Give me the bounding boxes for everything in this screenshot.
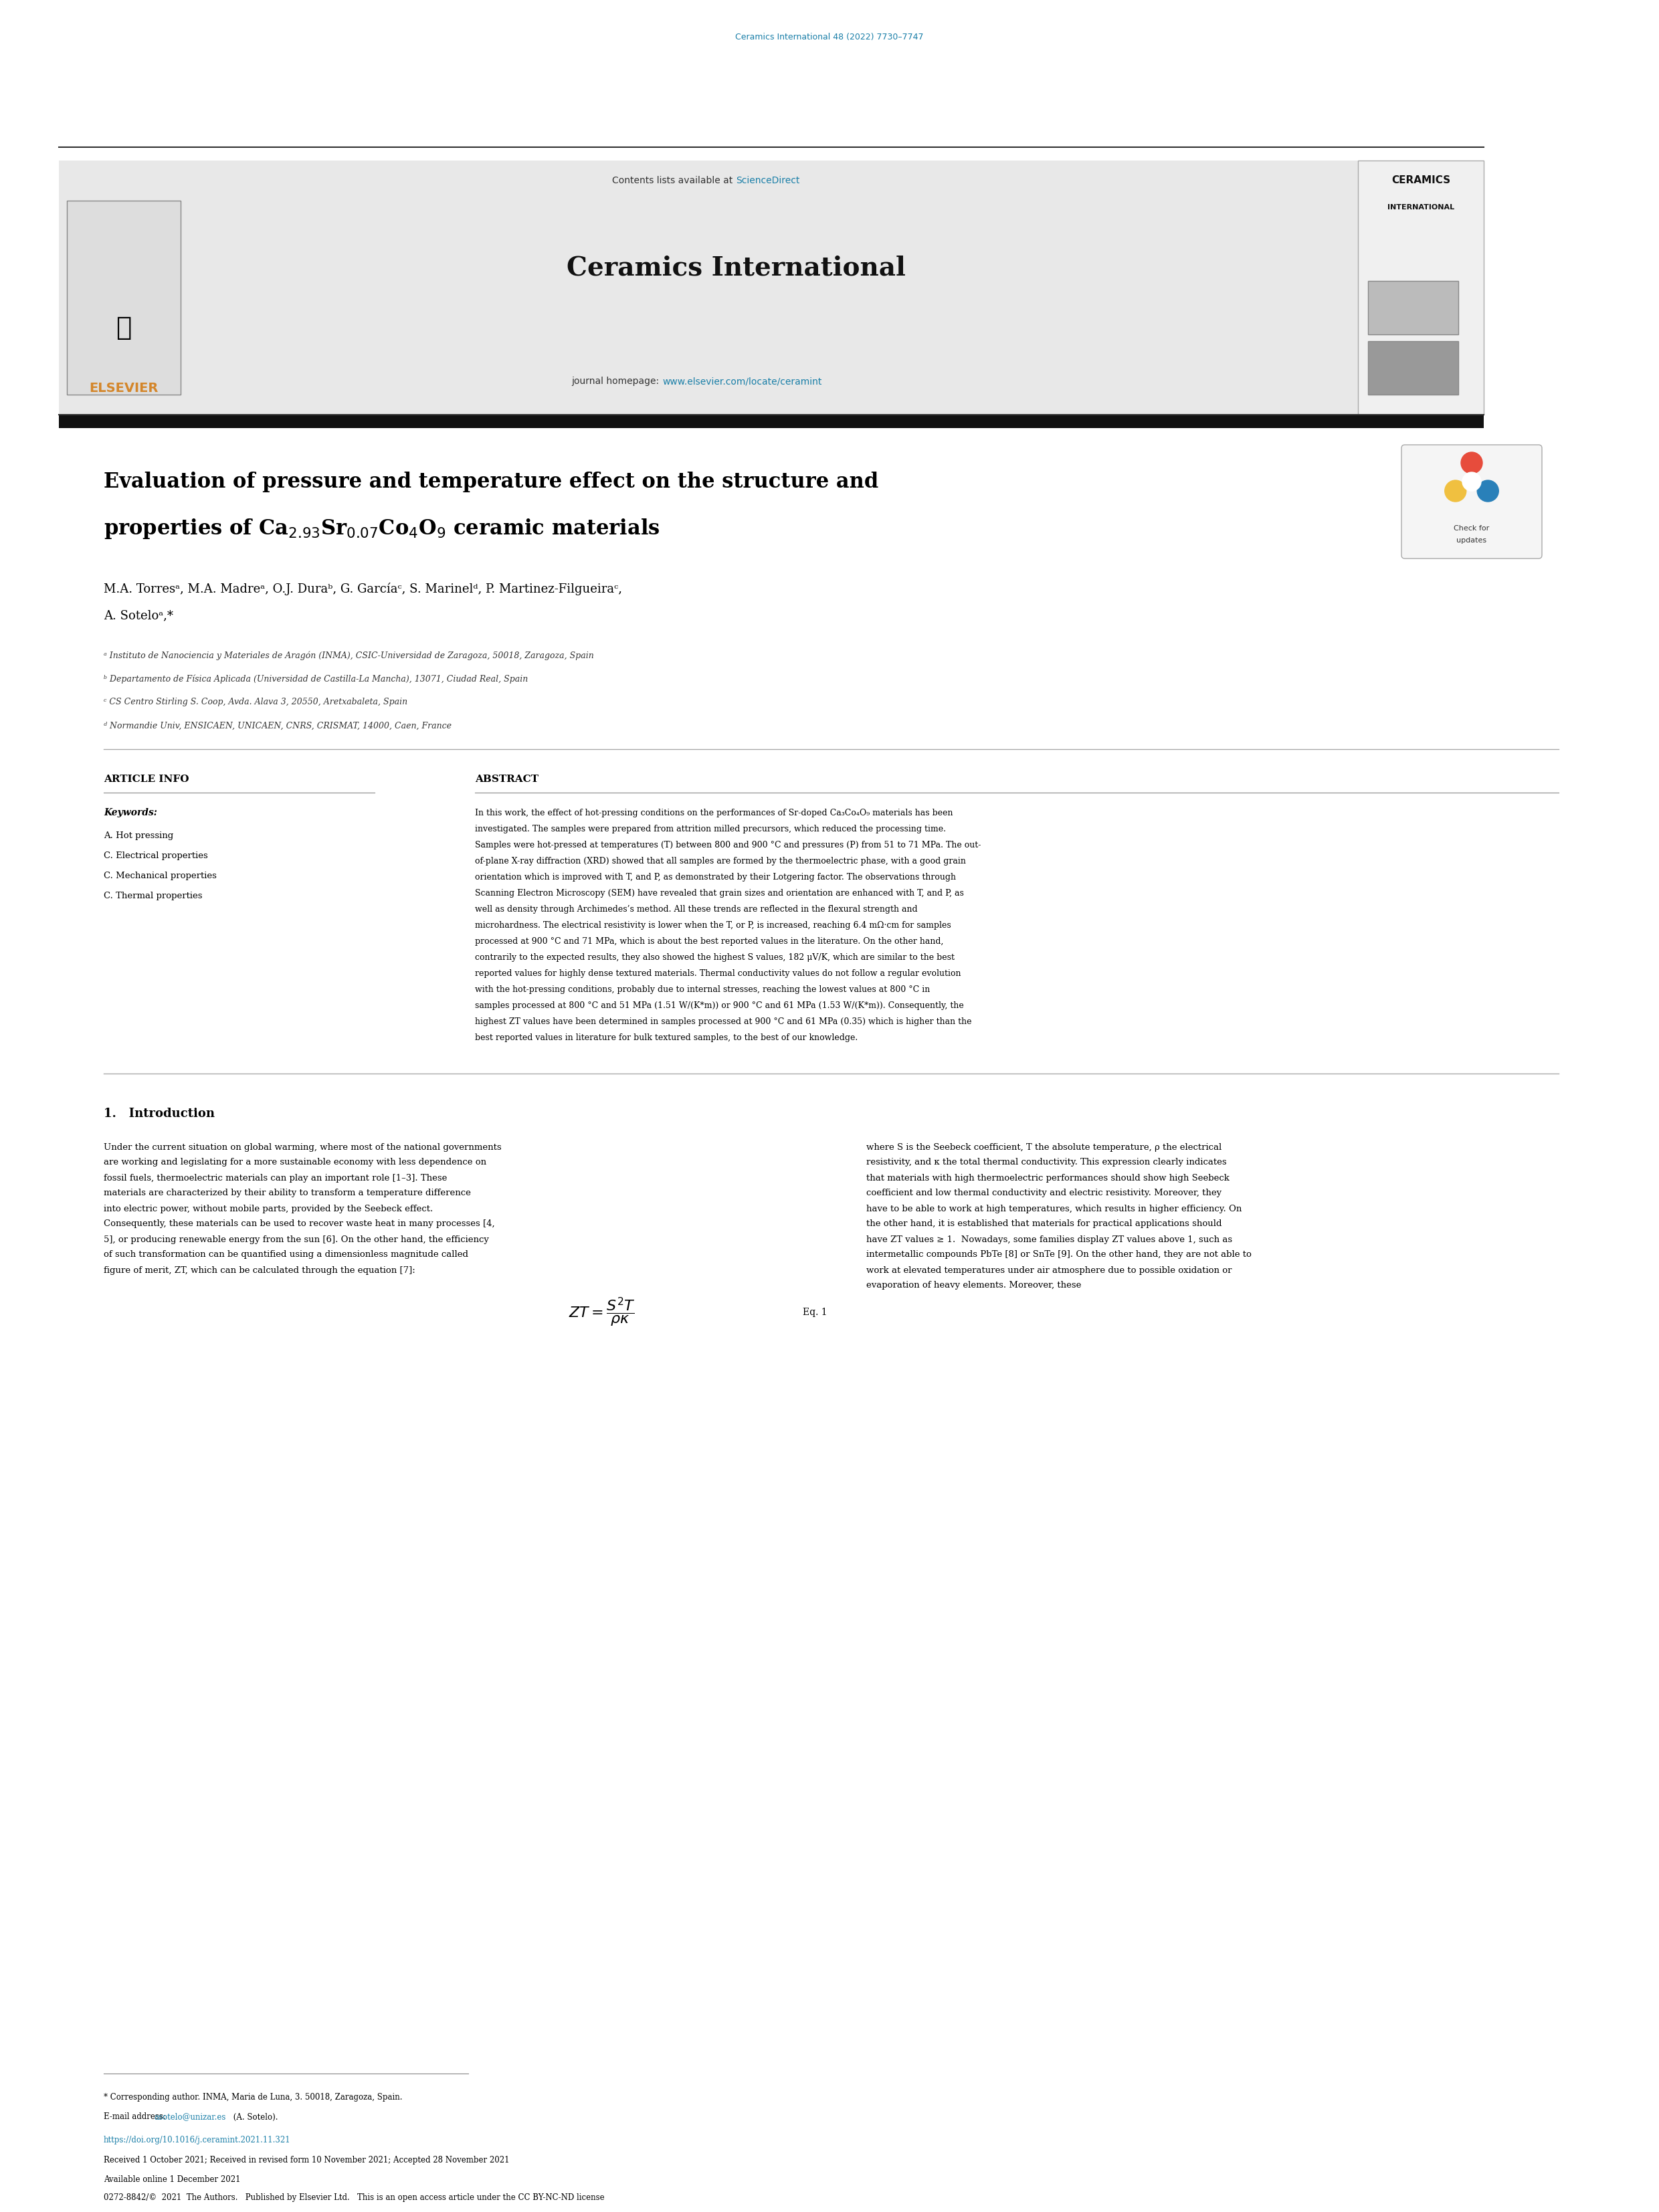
- Text: ᵈ Normandie Univ, ENSICAEN, UNICAEN, CNRS, CRISMAT, 14000, Caen, France: ᵈ Normandie Univ, ENSICAEN, UNICAEN, CNR…: [103, 721, 451, 730]
- Text: of-plane X-ray diffraction (XRD) showed that all samples are formed by the therm: of-plane X-ray diffraction (XRD) showed …: [474, 856, 966, 865]
- Text: samples processed at 800 °C and 51 MPa (1.51 W/(K*m)) or 900 °C and 61 MPa (1.53: samples processed at 800 °C and 51 MPa (…: [474, 1002, 964, 1009]
- Text: Eq. 1: Eq. 1: [803, 1307, 828, 1316]
- Text: fossil fuels, thermoelectric materials can play an important role [1–3]. These: fossil fuels, thermoelectric materials c…: [103, 1175, 448, 1181]
- Text: resistivity, and κ the total thermal conductivity. This expression clearly indic: resistivity, and κ the total thermal con…: [866, 1159, 1226, 1168]
- Text: where S is the Seebeck coefficient, T the absolute temperature, ρ the electrical: where S is the Seebeck coefficient, T th…: [866, 1144, 1221, 1152]
- Text: Received 1 October 2021; Received in revised form 10 November 2021; Accepted 28 : Received 1 October 2021; Received in rev…: [103, 2157, 509, 2166]
- Text: * Corresponding author. INMA, Maria de Luna, 3. 50018, Zaragoza, Spain.: * Corresponding author. INMA, Maria de L…: [103, 2093, 403, 2101]
- Circle shape: [1462, 451, 1483, 473]
- Circle shape: [1462, 471, 1481, 491]
- Text: intermetallic compounds PbTe [8] or SnTe [9]. On the other hand, they are not ab: intermetallic compounds PbTe [8] or SnTe…: [866, 1250, 1251, 1259]
- Bar: [1369, 341, 1458, 394]
- Text: of such transformation can be quantified using a dimensionless magnitude called: of such transformation can be quantified…: [103, 1250, 468, 1259]
- Text: In this work, the effect of hot-pressing conditions on the performances of Sr-do: In this work, the effect of hot-pressing…: [474, 807, 952, 816]
- Text: 0272-8842/©  2021  The Authors.   Published by Elsevier Ltd.   This is an open a: 0272-8842/© 2021 The Authors. Published …: [103, 2194, 604, 2203]
- Text: microhardness. The electrical resistivity is lower when the T, or P, is increase: microhardness. The electrical resistivit…: [474, 920, 951, 929]
- Text: into electric power, without mobile parts, provided by the Seebeck effect.: into electric power, without mobile part…: [103, 1203, 433, 1212]
- Text: well as density through Archimedes’s method. All these trends are reflected in t: well as density through Archimedes’s met…: [474, 905, 917, 914]
- Text: M.A. Torresᵃ, M.A. Madreᵃ, O.J. Duraᵇ, G. Garcíaᶜ, S. Marinelᵈ, P. Martinez-Filg: M.A. Torresᵃ, M.A. Madreᵃ, O.J. Duraᵇ, G…: [103, 582, 622, 595]
- Text: ABSTRACT: ABSTRACT: [474, 774, 539, 783]
- Text: 🌳: 🌳: [116, 314, 131, 341]
- Text: Keywords:: Keywords:: [103, 807, 158, 818]
- Text: Contents lists available at: Contents lists available at: [612, 177, 737, 186]
- Text: investigated. The samples were prepared from attrition milled precursors, which : investigated. The samples were prepared …: [474, 825, 946, 834]
- Text: Scanning Electron Microscopy (SEM) have revealed that grain sizes and orientatio: Scanning Electron Microscopy (SEM) have …: [474, 889, 964, 898]
- Text: Available online 1 December 2021: Available online 1 December 2021: [103, 2174, 241, 2183]
- Text: ARTICLE INFO: ARTICLE INFO: [103, 774, 189, 783]
- Bar: [58, 161, 1483, 414]
- Bar: [66, 201, 181, 394]
- Text: materials are characterized by their ability to transform a temperature differen: materials are characterized by their abi…: [103, 1188, 471, 1197]
- Text: INTERNATIONAL: INTERNATIONAL: [1387, 204, 1455, 210]
- Text: contrarily to the expected results, they also showed the highest S values, 182 μ: contrarily to the expected results, they…: [474, 953, 954, 962]
- Text: updates: updates: [1457, 538, 1486, 544]
- Text: E-mail address:: E-mail address:: [103, 2112, 168, 2121]
- Bar: [58, 414, 1483, 429]
- Text: processed at 900 °C and 71 MPa, which is about the best reported values in the l: processed at 900 °C and 71 MPa, which is…: [474, 936, 944, 945]
- Text: best reported values in literature for bulk textured samples, to the best of our: best reported values in literature for b…: [474, 1033, 858, 1042]
- Text: CERAMICS: CERAMICS: [1392, 175, 1450, 186]
- Text: the other hand, it is established that materials for practical applications shou: the other hand, it is established that m…: [866, 1219, 1221, 1228]
- Text: coefficient and low thermal conductivity and electric resistivity. Moreover, the: coefficient and low thermal conductivity…: [866, 1188, 1221, 1197]
- Text: are working and legislating for a more sustainable economy with less dependence : are working and legislating for a more s…: [103, 1159, 486, 1168]
- Text: A. Soteloᵃ,*: A. Soteloᵃ,*: [103, 608, 173, 622]
- Text: Consequently, these materials can be used to recover waste heat in many processe: Consequently, these materials can be use…: [103, 1219, 494, 1228]
- Text: evaporation of heavy elements. Moreover, these: evaporation of heavy elements. Moreover,…: [866, 1281, 1082, 1290]
- Text: www.elsevier.com/locate/ceramint: www.elsevier.com/locate/ceramint: [662, 376, 821, 385]
- Text: Ceramics International: Ceramics International: [566, 254, 906, 281]
- Text: asotelo@unizar.es: asotelo@unizar.es: [154, 2112, 226, 2121]
- Text: ᵇ Departamento de Física Aplicada (Universidad de Castilla-La Mancha), 13071, Ci: ᵇ Departamento de Física Aplicada (Unive…: [103, 675, 528, 684]
- Text: C. Thermal properties: C. Thermal properties: [103, 891, 202, 900]
- Text: highest ZT values have been determined in samples processed at 900 °C and 61 MPa: highest ZT values have been determined i…: [474, 1018, 972, 1026]
- Text: Under the current situation on global warming, where most of the national govern: Under the current situation on global wa…: [103, 1144, 501, 1152]
- Text: A. Hot pressing: A. Hot pressing: [103, 832, 174, 841]
- Text: reported values for highly dense textured materials. Thermal conductivity values: reported values for highly dense texture…: [474, 969, 961, 978]
- Text: 5], or producing renewable energy from the sun [6]. On the other hand, the effic: 5], or producing renewable energy from t…: [103, 1234, 489, 1243]
- Text: Evaluation of pressure and temperature effect on the structure and: Evaluation of pressure and temperature e…: [103, 471, 879, 491]
- Text: https://doi.org/10.1016/j.ceramint.2021.11.321: https://doi.org/10.1016/j.ceramint.2021.…: [103, 2137, 290, 2146]
- Text: ScienceDirect: ScienceDirect: [737, 177, 800, 186]
- Text: work at elevated temperatures under air atmosphere due to possible oxidation or: work at elevated temperatures under air …: [866, 1265, 1233, 1274]
- Text: ᶜ CS Centro Stirling S. Coop, Avda. Alava 3, 20550, Aretxabaleta, Spain: ᶜ CS Centro Stirling S. Coop, Avda. Alav…: [103, 699, 408, 706]
- Bar: [1359, 161, 1483, 414]
- Circle shape: [1477, 480, 1498, 502]
- Text: journal homepage:: journal homepage:: [572, 376, 662, 385]
- Text: properties of Ca$_{2.93}$Sr$_{0.07}$Co$_{4}$O$_{9}$ ceramic materials: properties of Ca$_{2.93}$Sr$_{0.07}$Co$_…: [103, 518, 660, 540]
- Text: that materials with high thermoelectric performances should show high Seebeck: that materials with high thermoelectric …: [866, 1175, 1229, 1181]
- Text: have to be able to work at high temperatures, which results in higher efficiency: have to be able to work at high temperat…: [866, 1203, 1243, 1212]
- Text: Samples were hot-pressed at temperatures (T) between 800 and 900 °C and pressure: Samples were hot-pressed at temperatures…: [474, 841, 980, 849]
- Text: ᵃ Instituto de Nanociencia y Materiales de Aragón (INMA), CSIC-Universidad de Za: ᵃ Instituto de Nanociencia y Materiales …: [103, 650, 594, 659]
- FancyBboxPatch shape: [1402, 445, 1541, 557]
- Text: (A. Sotelo).: (A. Sotelo).: [231, 2112, 279, 2121]
- Text: 1.   Introduction: 1. Introduction: [103, 1108, 214, 1119]
- Bar: [1369, 281, 1458, 334]
- Text: $ZT = \dfrac{S^2T}{\rho\kappa}$: $ZT = \dfrac{S^2T}{\rho\kappa}$: [569, 1296, 635, 1329]
- Text: ELSEVIER: ELSEVIER: [90, 383, 158, 394]
- Text: Ceramics International 48 (2022) 7730–7747: Ceramics International 48 (2022) 7730–77…: [735, 33, 924, 42]
- Bar: [58, 161, 199, 414]
- Text: figure of merit, ZT, which can be calculated through the equation [7]:: figure of merit, ZT, which can be calcul…: [103, 1265, 415, 1274]
- Text: orientation which is improved with T, and P, as demonstrated by their Lotgering : orientation which is improved with T, an…: [474, 872, 956, 880]
- Text: Check for: Check for: [1453, 524, 1490, 531]
- Text: C. Electrical properties: C. Electrical properties: [103, 852, 207, 860]
- Text: with the hot-pressing conditions, probably due to internal stresses, reaching th: with the hot-pressing conditions, probab…: [474, 984, 931, 993]
- Text: C. Mechanical properties: C. Mechanical properties: [103, 872, 217, 880]
- Text: have ZT values ≥ 1.  Nowadays, some families display ZT values above 1, such as: have ZT values ≥ 1. Nowadays, some famil…: [866, 1234, 1233, 1243]
- Circle shape: [1445, 480, 1467, 502]
